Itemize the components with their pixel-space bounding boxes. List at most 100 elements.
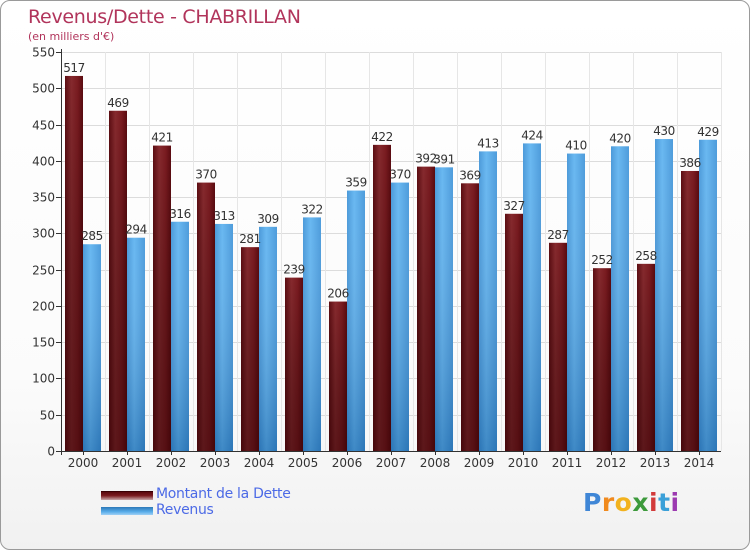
x-tick-label: 2001 <box>112 456 143 470</box>
logo-letter: i <box>649 488 659 517</box>
data-label-debt: 206 <box>327 287 348 301</box>
data-label-revenus: 309 <box>257 212 278 226</box>
x-tick-label: 2010 <box>508 456 539 470</box>
y-tick-label: 350 <box>32 191 55 205</box>
bar-revenus-shade <box>523 143 541 451</box>
bar-debt-shade <box>197 182 215 451</box>
data-label-debt: 422 <box>371 130 392 144</box>
data-label-revenus: 410 <box>565 139 586 153</box>
logo-letter: P <box>583 488 602 517</box>
y-tick-label: 550 <box>32 46 55 60</box>
logo-letter: t <box>658 488 671 517</box>
x-tick-label: 2003 <box>200 456 231 470</box>
bar-debt-shade <box>417 166 435 451</box>
x-tick-label: 2009 <box>464 456 495 470</box>
bar-revenus-shade <box>479 151 497 451</box>
logo-letter: r <box>601 488 615 517</box>
bars <box>65 75 717 452</box>
y-tick-label: 50 <box>40 409 55 423</box>
x-tick-label: 2004 <box>244 456 275 470</box>
legend-label-debt: Montant de la Dette <box>156 486 291 502</box>
x-tick-label: 2008 <box>420 456 451 470</box>
data-label-debt: 252 <box>591 253 612 267</box>
x-tick-label: 2005 <box>288 456 319 470</box>
data-label-debt: 281 <box>239 232 260 246</box>
x-tick-label: 2011 <box>552 456 583 470</box>
bar-debt-shade <box>505 213 523 451</box>
data-label-revenus: 322 <box>301 202 322 216</box>
bar-debt-shade <box>109 110 127 452</box>
bar-revenus-shade <box>215 223 233 451</box>
data-label-revenus: 424 <box>521 128 542 142</box>
bar-debt-shade <box>329 301 347 451</box>
data-label-revenus: 429 <box>697 125 718 139</box>
logo-letter: i <box>670 488 680 517</box>
y-tick-label: 150 <box>32 336 55 350</box>
labels: 0 50 100 150 200 250 300 350 400 450 500 550 2000 517… <box>32 46 719 471</box>
proxiti-logo: Proxiti <box>583 488 680 517</box>
bar-revenus-shade <box>391 182 409 451</box>
data-label-revenus: 316 <box>169 207 190 221</box>
bar-debt-shade <box>681 170 699 451</box>
y-tick-label: 0 <box>47 445 55 459</box>
data-label-debt: 370 <box>195 168 216 182</box>
y-tick-label: 500 <box>32 82 55 96</box>
bar-revenus-shade <box>655 139 673 451</box>
bar-debt-shade <box>241 247 259 451</box>
data-label-debt: 517 <box>63 61 84 75</box>
y-tick-label: 250 <box>32 264 55 278</box>
data-label-debt: 469 <box>107 96 128 110</box>
bar-debt-shade <box>65 75 83 451</box>
bar-revenus-shade <box>611 146 629 452</box>
bar-debt-shade <box>461 183 479 452</box>
bar-debt-shade <box>285 277 303 451</box>
data-label-debt: 327 <box>503 199 524 213</box>
chart-subtitle: (en milliers d'€) <box>28 30 115 43</box>
data-label-revenus: 370 <box>389 168 410 182</box>
data-label-debt: 421 <box>151 131 172 145</box>
data-label-debt: 239 <box>283 263 304 277</box>
y-tick-label: 200 <box>32 300 55 314</box>
logo-letter: x <box>632 488 649 517</box>
x-tick-label: 2012 <box>596 456 627 470</box>
bar-debt-shade <box>549 242 567 451</box>
bar-revenus-shade <box>127 237 145 451</box>
legend-swatch-debt <box>101 491 153 500</box>
legend-label-revenus: Revenus <box>156 502 214 518</box>
bar-debt-shade <box>637 263 655 451</box>
data-label-revenus: 391 <box>433 152 454 166</box>
x-tick-label: 2006 <box>332 456 363 470</box>
bar-revenus-shade <box>259 226 277 451</box>
bar-revenus-shade <box>303 217 321 451</box>
y-tick-label: 100 <box>32 372 55 386</box>
data-label-debt: 369 <box>459 168 480 182</box>
data-label-revenus: 285 <box>81 229 102 243</box>
x-tick-label: 2000 <box>68 456 99 470</box>
x-tick-label: 2002 <box>156 456 187 470</box>
data-label-revenus: 294 <box>125 223 146 237</box>
y-tick-label: 400 <box>32 155 55 169</box>
logo-letter: o <box>614 488 633 517</box>
y-tick-label: 450 <box>32 119 55 133</box>
bar-debt-shade <box>153 145 171 452</box>
data-label-revenus: 313 <box>213 209 234 223</box>
bar-revenus-shade <box>171 221 189 451</box>
data-label-revenus: 430 <box>653 124 674 138</box>
bar-debt-shade <box>373 144 391 451</box>
bar-revenus-shade <box>347 190 365 451</box>
chart-title: Revenus/Dette - CHABRILLAN <box>28 6 301 28</box>
data-label-debt: 287 <box>547 228 568 242</box>
y-tick-label: 300 <box>32 227 55 241</box>
data-label-debt: 258 <box>635 249 656 263</box>
bar-revenus-shade <box>699 139 717 451</box>
bar-debt-shade <box>593 268 611 451</box>
data-label-revenus: 413 <box>477 136 498 150</box>
x-tick-label: 2014 <box>684 456 715 470</box>
legend-swatch-revenus <box>101 507 153 515</box>
data-label-debt: 386 <box>679 156 700 170</box>
data-label-revenus: 420 <box>609 131 630 145</box>
x-tick-label: 2007 <box>376 456 407 470</box>
bar-revenus-shade <box>83 244 101 451</box>
